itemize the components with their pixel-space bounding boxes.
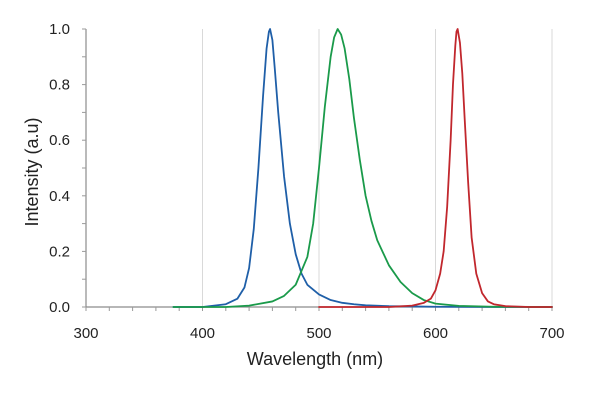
series-layer: [172, 28, 553, 308]
y-tick-label: 0.2: [49, 243, 70, 260]
x-axis-title: Wavelength (nm): [247, 349, 383, 369]
x-tick-label: 300: [73, 325, 98, 342]
spectrum-series-2: [172, 28, 553, 308]
spectrum-series-1: [172, 28, 553, 308]
x-tick-label: 500: [306, 325, 331, 342]
x-tick-label: 400: [190, 325, 215, 342]
axis-layer: [82, 28, 553, 311]
x-tick-label: 600: [423, 325, 448, 342]
x-tick-label: 700: [539, 325, 564, 342]
tick-label-layer: 300 400 500 600 700 0.0 0.2 0.4 0.6 0.8 1.0: [49, 21, 564, 342]
y-tick-label: 0.6: [49, 132, 70, 149]
spectrum-series-3: [318, 28, 553, 308]
y-tick-label: 0.0: [49, 299, 70, 316]
grid-layer: [202, 29, 553, 307]
y-tick-label: 0.4: [49, 188, 70, 205]
y-tick-label: 0.8: [49, 77, 70, 94]
y-axis-title: Intensity (a.u): [22, 117, 42, 226]
y-tick-label: 1.0: [49, 21, 70, 38]
